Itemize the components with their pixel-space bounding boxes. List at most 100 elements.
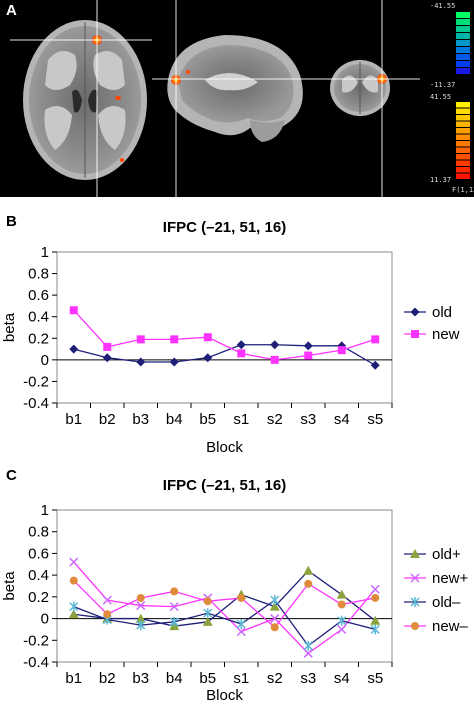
colorbar-swatch: [456, 12, 470, 18]
panel-c-letter: C: [6, 467, 17, 484]
triangle-marker: [68, 609, 79, 619]
diamond-marker: [270, 340, 280, 350]
brain-slices-figure: -41.55 -11.37 41.55 11.37F(1,13): [10, 0, 474, 197]
coronal-slice: [330, 60, 390, 116]
colorbar-swatch: [456, 108, 470, 114]
circle-marker: [136, 593, 145, 602]
x-tick-label: s1: [233, 670, 249, 687]
x-tick-label: s3: [300, 670, 316, 687]
sagittal-slice: [167, 35, 303, 142]
square-marker: [371, 335, 380, 344]
circle-marker: [170, 587, 179, 596]
y-axis-label: beta: [1, 571, 18, 601]
chart-title: IFPC (–21, 51, 16): [163, 219, 286, 236]
colorbar-swatch: [456, 134, 470, 140]
panel-b-letter: B: [6, 213, 17, 230]
x-marker: [69, 557, 79, 567]
x-tick-label: b4: [166, 670, 183, 687]
triangle-marker: [336, 589, 347, 599]
colorbar-stat-label: F(1,13): [452, 186, 474, 194]
x-tick-label: s3: [300, 411, 316, 428]
colorbar-swatch: [456, 19, 470, 25]
colorbar: -41.55 -11.37 41.55 11.37F(1,13): [430, 2, 474, 194]
triangle-marker: [269, 601, 280, 611]
y-tick-label: 0.2: [28, 330, 49, 347]
y-tick-label: 0.6: [28, 545, 49, 562]
circle-marker: [337, 600, 346, 609]
x-tick-label: b5: [199, 670, 216, 687]
square-marker: [304, 351, 313, 360]
colorbar-swatch: [456, 128, 470, 134]
colorbar-neg-bottom-label: -11.37: [430, 81, 455, 89]
legend-label: new–: [432, 618, 469, 635]
y-tick-label: -0.4: [23, 654, 49, 671]
colorbar-swatch: [456, 68, 470, 74]
y-tick-label: 0.8: [28, 266, 49, 283]
x-tick-label: b4: [166, 411, 183, 428]
colorbar-swatch: [456, 160, 470, 166]
series-line: [73, 344, 376, 366]
square-marker: [337, 346, 346, 355]
colorbar-pos-bottom-label: 11.37: [430, 176, 451, 184]
panel-a-letter: A: [6, 2, 17, 19]
diamond-marker: [303, 341, 313, 351]
star-marker: [337, 615, 347, 626]
circle-marker: [371, 593, 380, 602]
x-tick-label: b3: [132, 670, 149, 687]
x-axis-label: Block: [206, 687, 243, 704]
y-tick-label: -0.2: [23, 373, 49, 390]
legend-label: new: [432, 326, 460, 343]
triangle-marker: [410, 549, 420, 558]
diamond-marker: [203, 353, 213, 363]
y-tick-label: 0.4: [28, 309, 49, 326]
y-tick-label: -0.4: [23, 395, 49, 412]
diamond-marker: [410, 307, 420, 317]
x-tick-label: b1: [65, 411, 82, 428]
star-marker: [203, 608, 213, 619]
colorbar-swatch: [456, 173, 470, 179]
triangle-marker: [303, 565, 314, 575]
y-tick-label: 0.6: [28, 287, 49, 304]
square-marker: [411, 330, 419, 338]
colorbar-swatch: [456, 47, 470, 53]
series-line: [73, 561, 376, 655]
x-marker: [270, 614, 280, 624]
square-marker: [270, 355, 279, 364]
colorbar-swatch: [456, 147, 470, 153]
x-marker: [370, 584, 380, 594]
star-marker: [370, 624, 380, 635]
legend-label: new+: [432, 570, 469, 587]
circle-marker: [270, 623, 279, 632]
colorbar-swatch: [456, 33, 470, 39]
x-tick-label: s5: [367, 670, 383, 687]
colorbar-swatch: [456, 121, 470, 127]
diamond-marker: [102, 353, 112, 363]
colorbar-swatch: [456, 61, 470, 67]
square-marker: [69, 306, 78, 315]
x-tick-label: s2: [267, 411, 283, 428]
circle-marker: [103, 610, 112, 619]
y-tick-label: 0: [41, 611, 49, 628]
diamond-marker: [370, 360, 380, 370]
square-marker: [170, 335, 179, 344]
x-tick-label: s1: [233, 411, 249, 428]
square-marker: [136, 335, 145, 344]
x-marker: [410, 573, 420, 583]
colorbar-neg-top-label: -41.55: [430, 2, 455, 10]
axial-slice: [23, 20, 147, 180]
x-tick-label: s4: [334, 670, 350, 687]
colorbar-swatch: [456, 141, 470, 147]
triangle-marker: [135, 613, 146, 623]
series-line: [73, 599, 376, 647]
x-tick-label: s2: [267, 670, 283, 687]
legend-label: old+: [432, 546, 461, 563]
colorbar-swatch: [456, 167, 470, 173]
star-marker: [303, 640, 313, 651]
circle-marker: [69, 576, 78, 585]
square-marker: [203, 333, 212, 342]
x-tick-label: b2: [99, 411, 116, 428]
x-marker: [136, 601, 146, 611]
line-chart-c: IFPC (–21, 51, 16) 1 0.8 0.6 0.4 0.2 0 -0.2 -0.4…: [1, 477, 469, 704]
circle-marker: [237, 593, 246, 602]
triangle-marker: [370, 615, 381, 625]
